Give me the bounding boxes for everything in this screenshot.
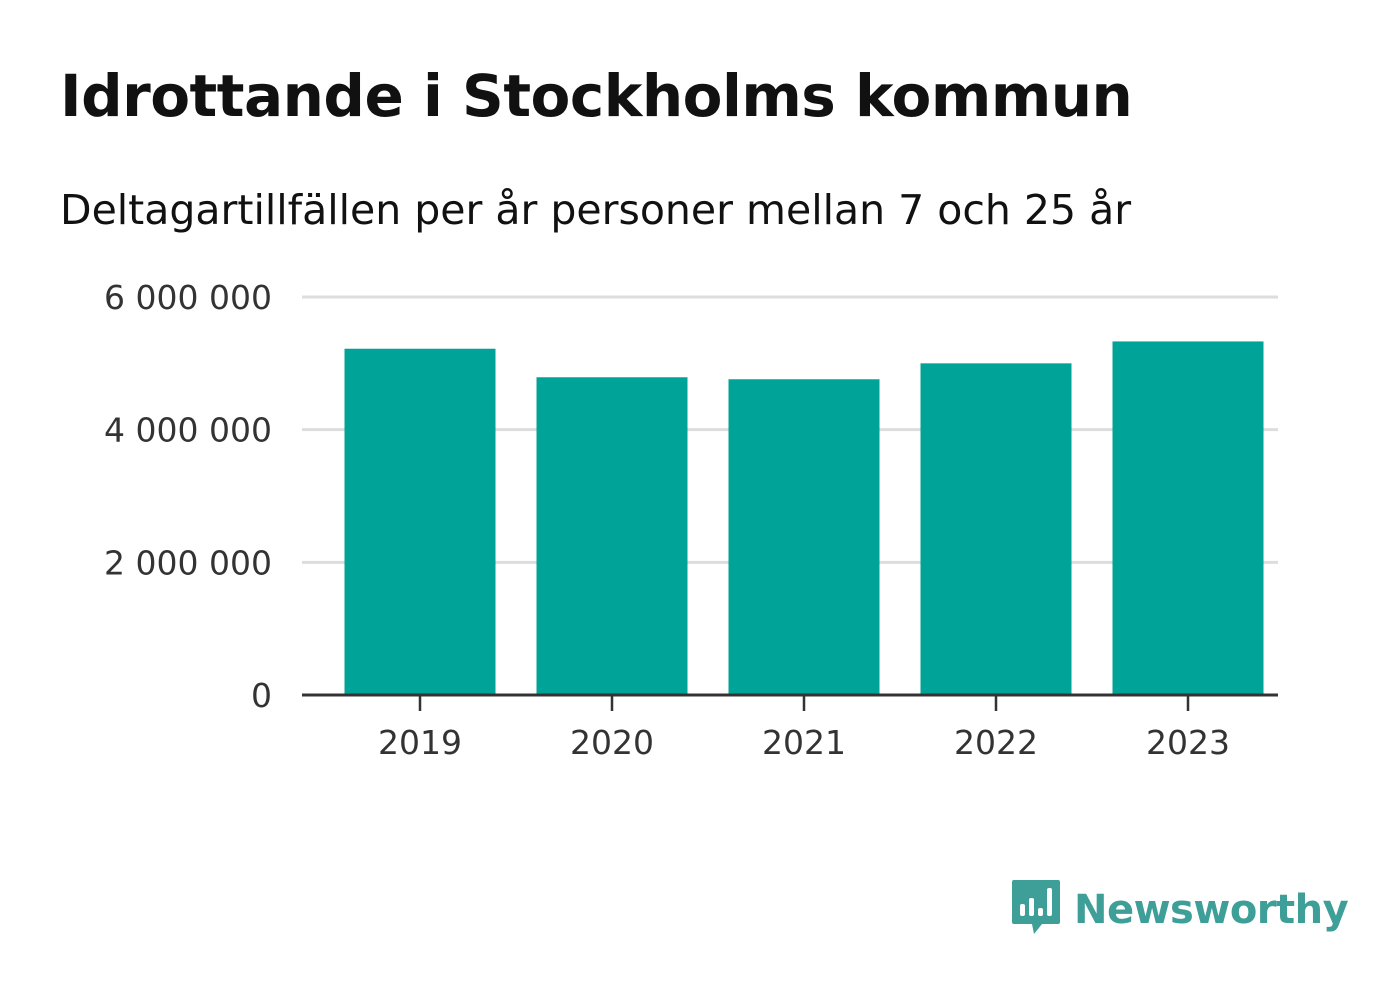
x-tick-label: 2022 <box>954 723 1038 762</box>
bar-2023 <box>1112 341 1264 695</box>
y-tick-label: 0 <box>251 676 272 715</box>
x-tick-label: 2021 <box>762 723 846 762</box>
chart-title: Idrottande i Stockholms kommun <box>60 62 1133 130</box>
bar-2019 <box>344 348 496 695</box>
x-tick-label: 2019 <box>378 723 462 762</box>
y-tick-label: 4 000 000 <box>104 411 272 450</box>
chart-subtitle: Deltagartillfällen per år personer mella… <box>60 186 1132 234</box>
bar-chart-speech-bubble-icon <box>1010 878 1062 942</box>
newsworthy-logo: Newsworthy <box>1010 878 1349 942</box>
bar-2021 <box>728 379 880 695</box>
brand-name: Newsworthy <box>1074 887 1349 933</box>
y-tick-label: 6 000 000 <box>104 278 272 317</box>
bar-2020 <box>536 377 688 695</box>
y-tick-label: 2 000 000 <box>104 543 272 582</box>
x-tick-label: 2020 <box>570 723 654 762</box>
x-tick-label: 2023 <box>1146 723 1230 762</box>
bar-2022 <box>920 363 1072 695</box>
